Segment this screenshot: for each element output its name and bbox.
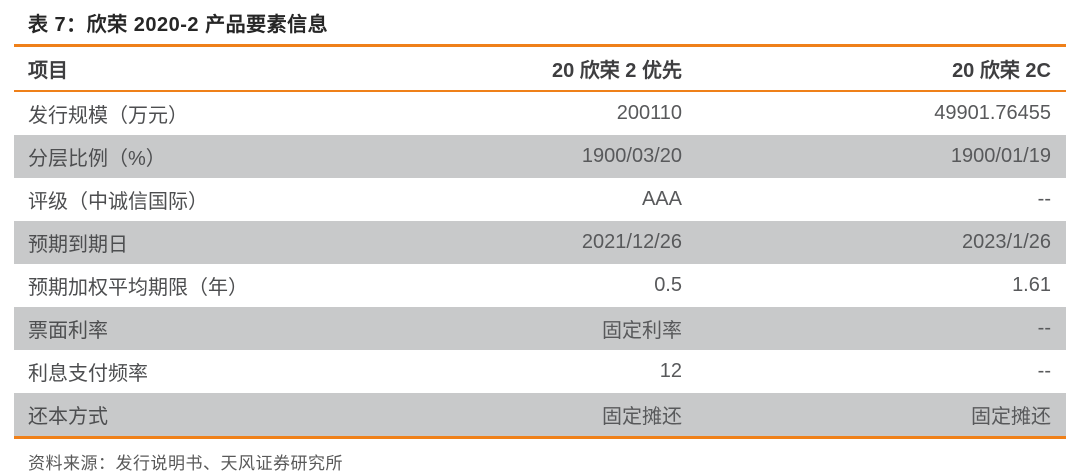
row-label: 分层比例（%） [28,148,166,170]
cell-2c-tranche-value: 1900/01/19 [950,145,1051,167]
header-divider [14,90,1066,92]
cell-senior-tranche-value: 200110 [616,102,682,124]
cell-2c-tranche-value: 固定摊还 [971,406,1051,428]
table-row: 评级（中诚信国际） AAA -- [14,178,1066,221]
cell-2c-tranche-value: -- [1037,317,1051,339]
column-header-item: 项目 [28,60,68,82]
table-row: 还本方式 固定摊还 固定摊还 [14,393,1066,436]
row-label: 发行规模（万元） [28,105,188,127]
row-label: 利息支付频率 [28,363,148,385]
table-header-row: 项目 20 欣荣 2 优先 20 欣荣 2C [14,47,1066,90]
cell-senior-tranche-value: 12 [659,360,682,382]
cell-senior-tranche-value: 1900/03/20 [581,145,682,167]
cell-2c-tranche-value: -- [1037,188,1051,210]
cell-2c-tranche-value: 2023/1/26 [962,231,1051,253]
row-label: 还本方式 [28,406,108,428]
row-label: 票面利率 [28,320,108,342]
source-note: 资料来源：发行说明书、天风证券研究所 [28,454,343,473]
cell-senior-tranche-value: AAA [641,188,682,210]
table-row: 票面利率 固定利率 -- [14,307,1066,350]
table-bottom-divider [14,436,1066,439]
table-title: 表 7：欣荣 2020-2 产品要素信息 [28,13,329,36]
table-row: 分层比例（%） 1900/03/20 1900/01/19 [14,135,1066,178]
row-label: 预期到期日 [28,234,128,256]
title-divider [14,44,1066,47]
table-row: 利息支付频率 12 -- [14,350,1066,393]
cell-senior-tranche-value: 2021/12/26 [581,231,682,253]
cell-senior-tranche-value: 固定利率 [602,320,682,342]
table-row: 预期到期日 2021/12/26 2023/1/26 [14,221,1066,264]
table-row: 发行规模（万元） 200110 49901.76455 [14,92,1066,135]
cell-senior-tranche-value: 固定摊还 [602,406,682,428]
cell-2c-tranche-value: -- [1037,360,1051,382]
cell-2c-tranche-value: 1.61 [1012,274,1051,296]
column-header-senior-tranche: 20 欣荣 2 优先 [551,60,682,82]
table-container: 表 7：欣荣 2020-2 产品要素信息 项目 20 欣荣 2 优先 20 欣荣… [14,0,1066,474]
row-label: 预期加权平均期限（年） [28,277,248,299]
cell-senior-tranche-value: 0.5 [654,274,682,296]
table-row: 预期加权平均期限（年） 0.5 1.61 [14,264,1066,307]
table-body: 发行规模（万元） 200110 49901.76455 分层比例（%） 1900/03/… [14,92,1066,436]
cell-2c-tranche-value: 49901.76455 [934,102,1051,124]
column-header-2c-tranche: 20 欣荣 2C [952,60,1051,82]
row-label: 评级（中诚信国际） [28,191,208,213]
